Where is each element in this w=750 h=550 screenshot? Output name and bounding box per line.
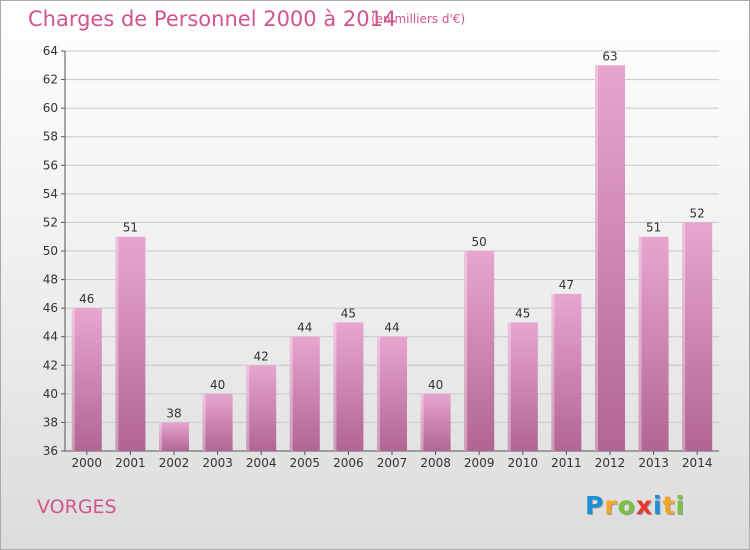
bar-highlight (507, 322, 511, 451)
x-tick-label: 2003 (202, 456, 233, 470)
bar (682, 222, 713, 451)
commune-name: VORGES (37, 496, 117, 518)
bar-highlight (420, 393, 424, 451)
bar (246, 365, 277, 451)
bars (71, 65, 713, 452)
y-tick-label: 40 (43, 387, 58, 401)
bar-highlight (246, 365, 250, 451)
x-tick-label: 2011 (551, 456, 582, 470)
data-label: 44 (297, 321, 312, 335)
bar (202, 393, 233, 451)
x-tick-label: 2010 (508, 456, 539, 470)
bar (507, 322, 538, 451)
x-tick-label: 2014 (682, 456, 713, 470)
bar-highlight (289, 336, 293, 451)
bar-highlight (638, 236, 642, 451)
chart-subtitle: (en milliers d'€) (371, 12, 466, 26)
y-tick-label: 36 (43, 444, 58, 458)
bar-highlight (333, 322, 337, 451)
bar (333, 322, 364, 451)
data-label: 45 (515, 306, 530, 320)
y-tick-label: 52 (43, 215, 58, 229)
data-label: 40 (210, 378, 225, 392)
data-label: 50 (472, 235, 487, 249)
x-tick-label: 2012 (595, 456, 626, 470)
bar (551, 293, 582, 451)
data-label: 38 (166, 406, 181, 420)
y-tick-label: 50 (43, 244, 58, 258)
x-tick-label: 2000 (72, 456, 103, 470)
bar (159, 422, 189, 451)
y-tick-label: 62 (43, 73, 58, 87)
x-tick-label: 2004 (246, 456, 277, 470)
y-tick-label: 64 (43, 44, 58, 58)
bar (464, 251, 495, 451)
labels: 36 38 40 42 44 46 48 50 52 54 56 58 60 62 64 46 2000 51 20… (43, 44, 713, 470)
y-tick-label: 54 (43, 187, 58, 201)
y-tick-label: 38 (43, 415, 58, 429)
data-label: 42 (254, 349, 269, 363)
data-label: 51 (123, 221, 138, 235)
x-tick-label: 2013 (638, 456, 669, 470)
x-tick-label: 2008 (420, 456, 451, 470)
bar (115, 236, 146, 451)
x-tick-label: 2006 (333, 456, 364, 470)
bar-highlight (71, 308, 75, 451)
y-tick-label: 46 (43, 301, 58, 315)
x-tick-label: 2009 (464, 456, 495, 470)
bar-highlight (159, 422, 162, 451)
bar (420, 393, 451, 451)
chart-title: Charges de Personnel 2000 à 2014 (28, 7, 397, 31)
data-label: 46 (79, 292, 94, 306)
bar-highlight (595, 65, 598, 452)
x-tick-label: 2005 (290, 456, 321, 470)
x-tick-label: 2007 (377, 456, 408, 470)
bar-highlight (115, 236, 119, 451)
data-label: 45 (341, 306, 356, 320)
bar (595, 65, 625, 452)
bar (289, 336, 320, 451)
bar-highlight (464, 251, 468, 451)
data-label: 52 (690, 206, 705, 220)
y-tick-label: 60 (43, 101, 58, 115)
bar (377, 336, 407, 451)
x-tick-label: 2002 (159, 456, 190, 470)
y-tick-label: 42 (43, 358, 58, 372)
data-label: 63 (602, 49, 617, 63)
bar-highlight (202, 393, 206, 451)
data-label: 51 (646, 221, 661, 235)
bar (638, 236, 669, 451)
bar-highlight (682, 222, 686, 451)
y-tick-label: 56 (43, 158, 58, 172)
bar (71, 308, 102, 451)
data-label: 40 (428, 378, 443, 392)
data-label: 44 (384, 321, 399, 335)
proxiti-logo: Proxiti (585, 491, 686, 520)
y-tick-label: 48 (43, 273, 58, 287)
y-tick-label: 44 (43, 330, 58, 344)
y-tick-label: 58 (43, 130, 58, 144)
bar-highlight (551, 293, 555, 451)
x-tick-label: 2001 (115, 456, 146, 470)
bar-highlight (377, 336, 380, 451)
data-label: 47 (559, 278, 574, 292)
